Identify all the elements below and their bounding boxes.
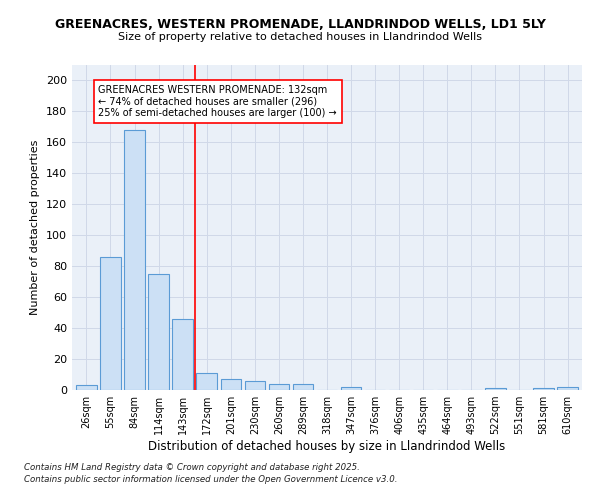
Bar	[124, 130, 145, 390]
Bar	[557, 387, 578, 390]
Bar	[533, 388, 554, 390]
Text: GREENACRES, WESTERN PROMENADE, LLANDRINDOD WELLS, LD1 5LY: GREENACRES, WESTERN PROMENADE, LLANDRIND…	[55, 18, 545, 30]
Bar	[196, 373, 217, 390]
Text: Contains public sector information licensed under the Open Government Licence v3: Contains public sector information licen…	[24, 474, 398, 484]
Bar	[293, 384, 313, 390]
Bar	[172, 319, 193, 390]
Y-axis label: Number of detached properties: Number of detached properties	[31, 140, 40, 315]
Text: Contains HM Land Registry data © Crown copyright and database right 2025.: Contains HM Land Registry data © Crown c…	[24, 464, 360, 472]
X-axis label: Distribution of detached houses by size in Llandrindod Wells: Distribution of detached houses by size …	[148, 440, 506, 453]
Text: Size of property relative to detached houses in Llandrindod Wells: Size of property relative to detached ho…	[118, 32, 482, 42]
Bar	[76, 386, 97, 390]
Bar	[485, 388, 506, 390]
Bar	[148, 274, 169, 390]
Bar	[269, 384, 289, 390]
Bar	[221, 379, 241, 390]
Bar	[245, 380, 265, 390]
Bar	[100, 257, 121, 390]
Bar	[341, 387, 361, 390]
Text: GREENACRES WESTERN PROMENADE: 132sqm
← 74% of detached houses are smaller (296)
: GREENACRES WESTERN PROMENADE: 132sqm ← 7…	[98, 85, 337, 118]
